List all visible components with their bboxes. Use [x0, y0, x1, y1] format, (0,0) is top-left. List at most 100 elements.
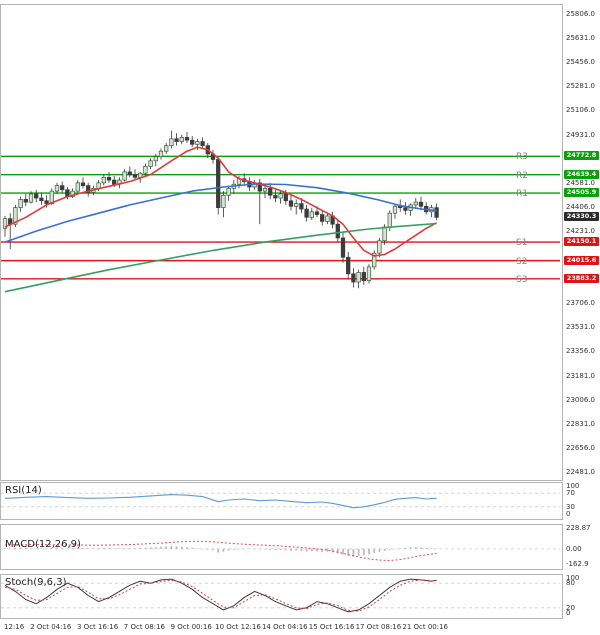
y-tick-label: 23181.0: [566, 371, 595, 380]
ma-slow-green: [4, 222, 437, 293]
macd-histogram-bar: [180, 546, 183, 549]
candle: [28, 193, 34, 203]
macd-histogram-bar: [357, 548, 360, 557]
y-tick-label: 24931.0: [566, 130, 595, 139]
macd-histogram-bar: [160, 546, 162, 549]
candle: [387, 212, 392, 228]
macd-histogram-bar: [149, 547, 152, 549]
candle: [288, 200, 294, 207]
macd-histogram-bar: [144, 547, 147, 549]
candle: [283, 193, 288, 202]
rsi-scale-label: 0: [566, 510, 571, 518]
y-tick-label: 25631.0: [566, 34, 595, 43]
macd-chart[interactable]: [1, 525, 560, 567]
y-tick-label: 25806.0: [566, 10, 595, 18]
rsi-chart[interactable]: [1, 483, 560, 517]
candle: [392, 205, 398, 214]
macd-histogram-bar: [123, 547, 126, 549]
price-axis: 25806.0 25631.0 25456.0 25281.0 25106.0 24931…: [563, 0, 600, 635]
y-tick-label: 24406.0: [566, 202, 595, 211]
macd-histogram-bar: [19, 547, 22, 549]
rsi-panel[interactable]: RSI(14): [0, 482, 563, 520]
macd-histogram-bar: [347, 548, 350, 556]
candle: [169, 138, 174, 147]
candle: [299, 203, 304, 210]
macd-histogram-bar: [336, 548, 339, 554]
macd-histogram-bar: [321, 548, 324, 552]
candle: [190, 139, 195, 145]
candle: [340, 237, 346, 258]
macd-histogram-bar: [232, 548, 235, 550]
stochastic-panel[interactable]: Stoch(9,6,3): [0, 574, 563, 619]
macd-histogram-bar: [186, 547, 188, 549]
candlestick-chart[interactable]: [1, 5, 560, 478]
candle: [361, 272, 366, 282]
candle: [195, 141, 200, 145]
macd-histogram-bar: [305, 548, 308, 552]
candle: [112, 179, 117, 185]
candle: [314, 211, 320, 215]
y-tick-label: 23356.0: [566, 347, 595, 356]
stoch-scale-label: 0: [566, 609, 571, 617]
macd-histogram-bar: [165, 546, 168, 549]
macd-histogram-bar: [9, 548, 12, 549]
x-tick-label: 3 Oct 16:16: [77, 623, 119, 631]
y-tick-label: 24581.0: [566, 178, 595, 187]
candle: [335, 223, 340, 239]
candle: [434, 207, 439, 218]
rsi-scale-label: 30: [566, 502, 575, 511]
candle: [304, 208, 309, 218]
candle: [153, 156, 158, 162]
pivot-label-R3: R3: [516, 152, 528, 163]
x-tick-label: 2 Oct 04:16: [30, 623, 72, 631]
x-tick-label: 14 Oct 04:16: [261, 623, 308, 631]
y-tick-label: 23706.0: [566, 299, 595, 308]
macd-histogram-bar: [71, 548, 74, 549]
pivot-label-S3: S3: [516, 274, 528, 285]
macd-histogram-bar: [113, 548, 116, 549]
pivot-label-S2: S2: [516, 256, 528, 267]
candle: [309, 211, 314, 218]
candle: [372, 252, 377, 268]
candle: [262, 188, 268, 192]
macd-histogram-bar: [92, 548, 95, 549]
macd-histogram-bar: [258, 548, 261, 550]
macd-histogram-bar: [362, 548, 365, 556]
macd-histogram-bar: [201, 548, 204, 550]
candle: [320, 214, 325, 222]
macd-scale-label: -162.9: [566, 560, 589, 568]
macd-panel[interactable]: MACD(12,26,9): [0, 524, 563, 570]
candle: [200, 141, 205, 147]
stochastic-chart[interactable]: [1, 575, 560, 616]
rsi-label: RSI(14): [5, 485, 42, 496]
candle: [226, 188, 231, 196]
macd-histogram-bar: [206, 548, 209, 550]
pivot-label-R1: R1: [516, 189, 528, 200]
candle: [106, 177, 112, 181]
candle: [179, 137, 184, 142]
rsi-scale-label: 70: [566, 489, 575, 498]
macd-histogram-bar: [175, 546, 178, 549]
price-chart-panel[interactable]: [0, 4, 563, 481]
candle: [39, 197, 44, 202]
macd-histogram-bar: [191, 547, 194, 549]
pivot-label-S1: S1: [516, 238, 528, 249]
candle: [60, 185, 65, 191]
macd-histogram-bar: [139, 548, 142, 549]
macd-histogram-bar: [264, 548, 266, 550]
macd-histogram-bar: [45, 548, 48, 549]
macd-histogram-bar: [326, 548, 329, 552]
candle: [346, 256, 351, 275]
macd-histogram-bar: [368, 548, 370, 555]
macd-histogram-bar: [352, 548, 355, 557]
x-tick-label: 17 Oct 08:16: [355, 623, 402, 631]
stoch-d-line: [4, 579, 437, 612]
y-tick-label: 24231.0: [566, 226, 595, 235]
macd-histogram-bar: [97, 548, 100, 549]
macd-histogram-bar: [102, 547, 105, 549]
macd-histogram-bar: [82, 548, 84, 549]
x-tick-label: 12:16: [4, 623, 25, 631]
macd-histogram-bar: [227, 548, 230, 551]
macd-histogram-bar: [118, 548, 121, 549]
